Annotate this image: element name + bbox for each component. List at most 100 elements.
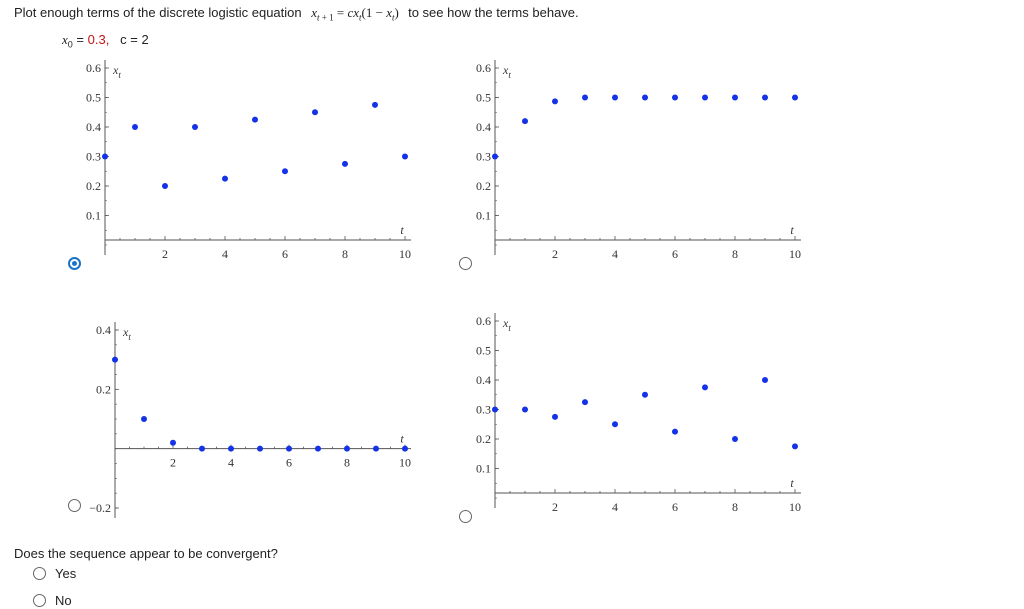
- y-tick-label: 0.4: [476, 373, 491, 387]
- data-point: [732, 94, 738, 101]
- y-tick-label: 0.2: [96, 382, 111, 396]
- x-tick-label: 6: [672, 500, 678, 514]
- data-point: [344, 445, 350, 452]
- y-tick-label: 0.3: [476, 150, 491, 164]
- data-point: [492, 406, 498, 413]
- x-tick-label: 10: [789, 247, 801, 261]
- data-point: [312, 109, 318, 116]
- convergence-question: Does the sequence appear to be convergen…: [14, 546, 278, 561]
- y-tick-label: 0.3: [86, 150, 101, 164]
- x-tick-label: 4: [612, 500, 618, 514]
- data-point: [342, 160, 348, 167]
- data-point: [582, 94, 588, 101]
- y-axis-label-sub: t: [128, 332, 131, 342]
- y-tick-label: 0.2: [476, 179, 491, 193]
- data-point: [282, 168, 288, 175]
- x-tick-label: 8: [732, 500, 738, 514]
- chart-option-1: 2 4 6 8 100.10.20.30.40.50.6 xtt: [86, 60, 411, 261]
- data-point: [522, 406, 528, 413]
- data-point: [702, 384, 708, 391]
- y-tick-label: 0.2: [476, 432, 491, 446]
- problem-prompt: Plot enough terms of the discrete logist…: [14, 5, 579, 23]
- data-point: [732, 436, 738, 442]
- data-point: [552, 413, 558, 420]
- y-tick-label: 0.2: [86, 179, 101, 193]
- answer-yes-radio[interactable]: [33, 567, 46, 580]
- y-tick-label: 0.6: [86, 61, 101, 75]
- x-tick-label: 2: [170, 456, 176, 470]
- x-tick-label: 2: [162, 247, 168, 261]
- x-tick-label: 2: [552, 500, 558, 514]
- prompt-tail: to see how the terms behave.: [408, 5, 579, 20]
- x-tick-label: 8: [732, 247, 738, 261]
- data-point: [522, 118, 528, 125]
- data-point: [702, 94, 708, 101]
- x-axis-label: t: [400, 432, 404, 446]
- answer-no-radio[interactable]: [33, 594, 46, 607]
- data-point: [582, 399, 588, 406]
- prompt-equation: xt + 1 = cxt(1 − xt): [311, 5, 403, 23]
- data-point: [199, 445, 205, 452]
- x-tick-label: 4: [612, 247, 618, 261]
- data-point: [792, 94, 798, 101]
- data-point: [222, 175, 228, 182]
- y-axis-label: xt: [112, 63, 121, 80]
- answer-yes[interactable]: Yes: [33, 566, 76, 581]
- data-point: [162, 183, 168, 189]
- data-point: [286, 445, 292, 452]
- data-point: [170, 439, 176, 446]
- x-axis-label: t: [790, 476, 794, 490]
- y-axis-label: xt: [122, 325, 131, 342]
- x-tick-label: 2: [552, 247, 558, 261]
- data-point: [552, 98, 558, 105]
- data-point: [257, 445, 263, 452]
- x-tick-label: 8: [342, 247, 348, 261]
- x0-label: x0 =: [62, 32, 85, 50]
- data-point: [762, 94, 768, 101]
- y-axis-label-sub: t: [508, 323, 511, 333]
- y-tick-label: 0.4: [86, 120, 101, 134]
- data-point: [132, 124, 138, 130]
- x-tick-label: 6: [286, 456, 292, 470]
- answer-yes-label: Yes: [55, 566, 77, 581]
- answer-no[interactable]: No: [33, 593, 72, 608]
- x0-value: 0.3,: [87, 32, 110, 47]
- data-point: [642, 94, 648, 101]
- data-point: [762, 377, 768, 383]
- y-tick-label: 0.5: [476, 344, 491, 358]
- data-point: [402, 445, 408, 452]
- option-2-radio[interactable]: [459, 257, 472, 270]
- y-tick-label: −0.2: [89, 501, 111, 515]
- chart-option-4: 2 4 6 8 100.10.20.30.40.50.6 xtt: [476, 313, 801, 514]
- y-tick-label: 0.5: [86, 91, 101, 105]
- option-3-radio[interactable]: [68, 499, 81, 512]
- data-point: [672, 94, 678, 101]
- x-tick-label: 8: [344, 456, 350, 470]
- x-tick-label: 10: [399, 456, 411, 470]
- data-point: [141, 416, 147, 422]
- prompt-lead: Plot enough terms of the discrete logist…: [14, 5, 302, 20]
- data-point: [315, 445, 321, 452]
- option-1-radio[interactable]: [68, 257, 81, 270]
- data-point: [492, 153, 498, 160]
- data-point: [373, 445, 379, 452]
- y-axis-label-sub: t: [508, 70, 511, 80]
- chart-option-3: 2 4 6 8 10−0.20.20.4 xtt: [89, 322, 411, 518]
- y-tick-label: 0.1: [476, 209, 491, 223]
- y-axis-label: xt: [502, 316, 511, 333]
- option-4-radio[interactable]: [459, 510, 472, 523]
- y-tick-label: 0.4: [476, 120, 491, 134]
- data-point: [252, 116, 258, 123]
- data-point: [402, 153, 408, 160]
- data-point: [102, 153, 108, 160]
- data-point: [112, 356, 118, 363]
- x-tick-label: 10: [789, 500, 801, 514]
- data-point: [612, 421, 618, 428]
- x-tick-label: 4: [228, 456, 234, 470]
- chart-option-2: 2 4 6 8 100.10.20.30.40.50.6 xtt: [476, 60, 801, 261]
- answer-no-label: No: [55, 593, 72, 608]
- y-tick-label: 0.1: [476, 462, 491, 476]
- y-tick-label: 0.4: [96, 323, 111, 337]
- y-tick-label: 0.1: [86, 209, 101, 223]
- y-tick-label: 0.6: [476, 314, 491, 328]
